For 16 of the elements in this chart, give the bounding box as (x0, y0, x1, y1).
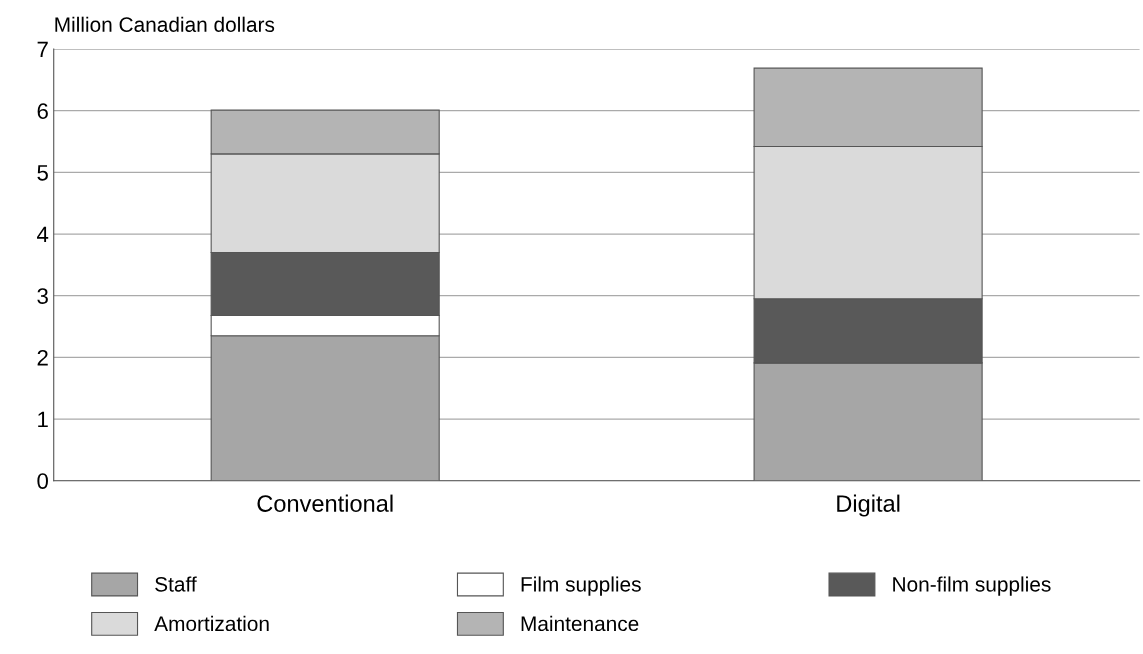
legend-label: Amortization (154, 615, 269, 632)
legend-label: Film supplies (521, 576, 641, 596)
x-tick-label: Digital (837, 494, 900, 517)
y-tick-label: 2 (37, 349, 48, 366)
y-axis-title: Million Canadian dollars (55, 16, 275, 32)
legend-label: Staff (155, 576, 197, 592)
legend-label: Non-film supplies (893, 576, 1051, 596)
y-tick-label: 4 (37, 226, 49, 243)
y-tick-label: 5 (37, 165, 48, 181)
y-tick-label: 6 (37, 103, 48, 119)
y-tick-label: 1 (38, 411, 48, 428)
y-tick-label: 0 (37, 473, 48, 489)
y-tick-label: 7 (37, 41, 48, 58)
x-tick-label: Conventional (257, 494, 393, 512)
y-tick-label: 3 (37, 288, 48, 304)
legend-label: Maintenance (521, 615, 639, 632)
